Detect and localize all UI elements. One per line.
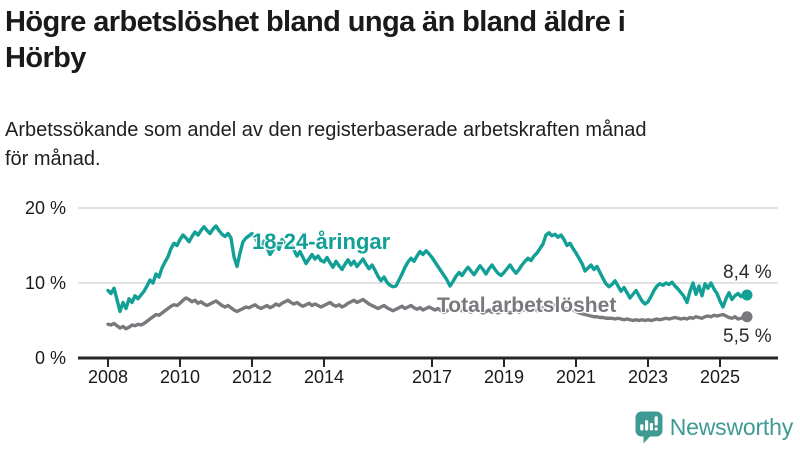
y-axis-label: 10 % [25,273,66,293]
series-line-total [106,296,749,331]
newsworthy-wordmark: Newsworthy [669,414,793,440]
chart-subtitle-line-2: för månad. [5,148,101,170]
end-value-label-total: 5,5 % [723,326,772,347]
x-axis-label: 2025 [700,367,740,387]
end-value-label-youth: 8,4 % [723,262,772,283]
y-axis-label: 0 % [35,348,66,368]
x-axis-label: 2014 [304,367,344,387]
series-label-youth: 18-24-åringar [252,229,391,254]
chart-subtitle: Arbetssökande som andel av den registerb… [5,116,790,174]
x-axis-label: 2010 [160,367,200,387]
x-axis-label: 2008 [88,367,128,387]
newsworthy-brand: Newsworthy [635,411,793,444]
x-axis-label: 2017 [412,367,452,387]
x-axis-label: 2023 [628,367,668,387]
series-end-dot-youth [741,289,753,301]
x-axis-label: 2019 [484,367,524,387]
page-title-line-1: Högre arbetslöshet bland unga än bland ä… [5,6,626,38]
page-title: Högre arbetslöshet bland unga än bland ä… [5,5,750,77]
chart-subtitle-line-1: Arbetssökande som andel av den registerb… [5,119,647,141]
newsworthy-chart-bubble-icon [635,411,663,444]
series-line-youth [106,224,749,314]
page-title-line-2: Hörby [5,41,86,74]
y-axis-label: 20 % [25,198,66,218]
x-axis-label: 2021 [556,367,596,387]
x-axis-label: 2012 [232,367,272,387]
series-end-dot-total [741,311,753,323]
series-label-total: Total arbetslöshet [437,294,617,317]
